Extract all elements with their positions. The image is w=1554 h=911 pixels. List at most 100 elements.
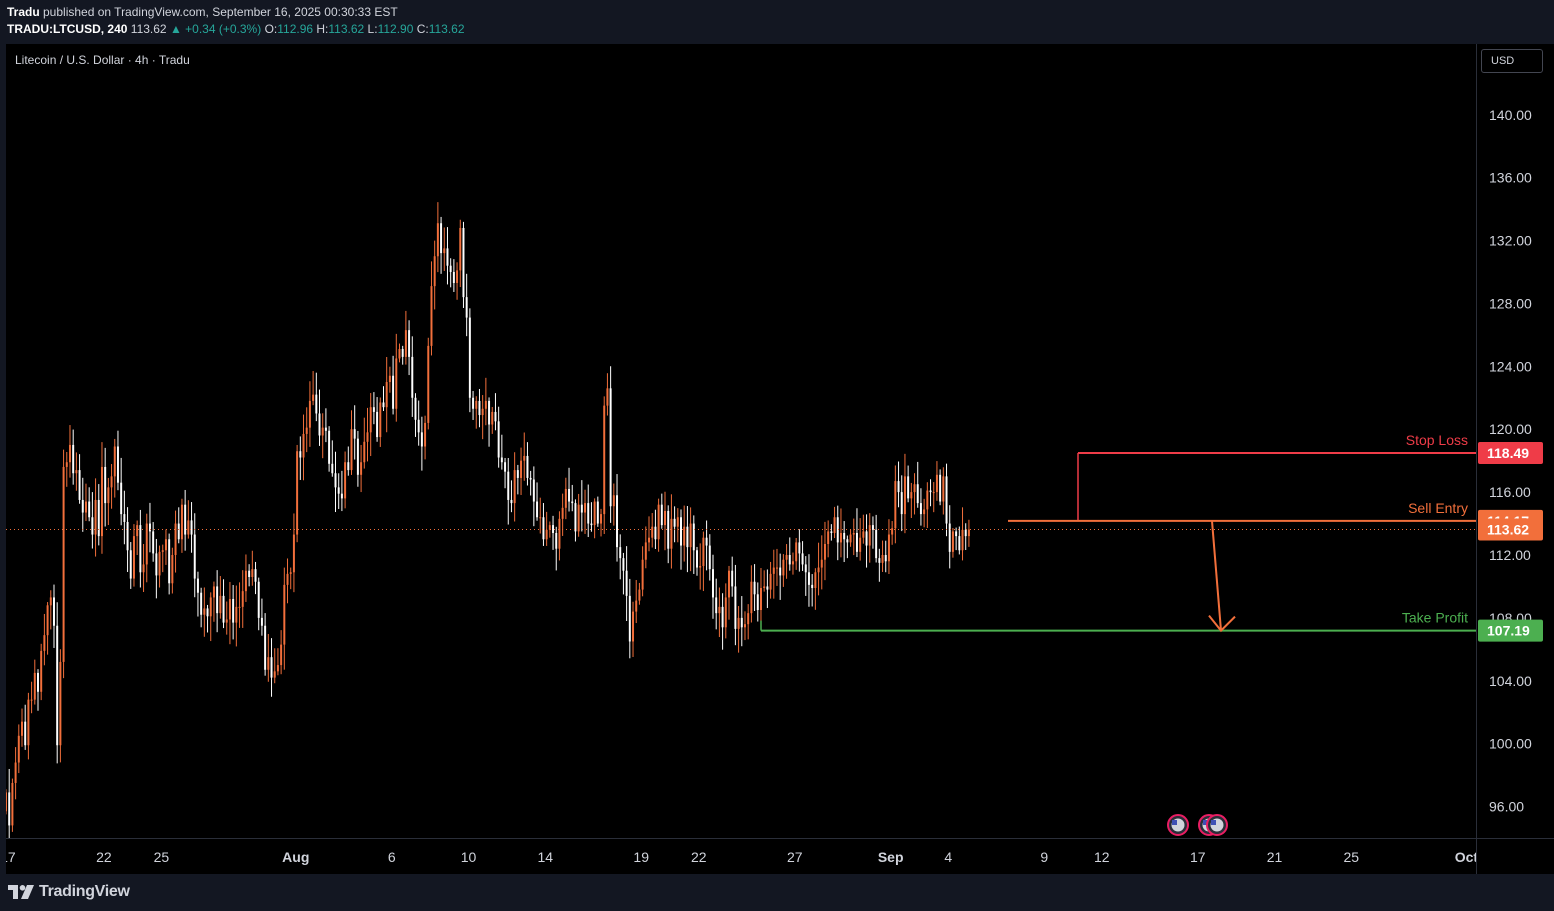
candle-body	[49, 597, 52, 606]
candle-body	[116, 446, 119, 483]
candle-body	[312, 394, 315, 401]
candle-body	[785, 554, 788, 560]
symbol-label: TRADU:LTCUSD, 240	[7, 22, 128, 36]
candle-body	[692, 523, 695, 551]
time-tick-label: 21	[1267, 849, 1283, 865]
candle-body	[24, 721, 27, 746]
candle-body	[17, 735, 20, 763]
candle-body	[65, 462, 68, 467]
candle-body	[724, 597, 727, 628]
candle-body	[472, 397, 475, 409]
trade-arrow-head	[1208, 614, 1236, 633]
candle-body	[395, 358, 398, 409]
candle-body	[56, 625, 59, 746]
candle-body	[520, 460, 523, 478]
candle-body	[113, 446, 116, 477]
time-tick-label: 10	[461, 849, 477, 865]
candle-body	[516, 470, 519, 478]
candle-body	[523, 455, 526, 461]
currency-button[interactable]: USD	[1481, 49, 1543, 73]
candle-body	[577, 504, 580, 532]
candle-body	[923, 509, 926, 515]
candle-body	[584, 503, 587, 513]
candle-body	[871, 525, 874, 530]
candle-body	[638, 589, 641, 601]
candle-body	[696, 550, 698, 568]
candle-body	[267, 657, 270, 670]
candle-body	[232, 599, 235, 623]
candle-body	[859, 537, 862, 552]
price-tick-label: 116.00	[1489, 484, 1531, 500]
candle-body	[8, 792, 11, 826]
candle-body	[180, 504, 183, 540]
candle-body	[769, 573, 772, 590]
candle-body	[254, 569, 257, 582]
candle-body	[193, 534, 196, 579]
candle-body	[161, 550, 164, 552]
time-tick-label: 22	[691, 849, 707, 865]
candle-body	[244, 570, 247, 592]
candle-body	[296, 451, 299, 535]
candle-body	[497, 421, 500, 458]
candle-body	[743, 624, 746, 628]
candle-body	[894, 481, 897, 529]
candle-body	[334, 473, 337, 488]
candle-body	[40, 650, 43, 692]
candle-body	[379, 402, 382, 438]
candle-body	[168, 539, 171, 584]
candle-body	[507, 471, 510, 500]
candle-body	[340, 493, 343, 499]
candle-body	[849, 534, 852, 543]
candle-body	[712, 569, 714, 598]
candle-body	[884, 554, 887, 562]
price-axis-labels: 96.00100.00104.00108.00112.00116.00120.0…	[1478, 107, 1543, 815]
price-axis[interactable]: 96.00 100.00 104.00 108.00 112.00 116.00 120.0…	[1476, 44, 1554, 838]
candle-body	[132, 536, 135, 579]
candle-body	[27, 699, 30, 746]
candle-body	[801, 553, 804, 565]
candle-body	[753, 581, 756, 595]
time-axis[interactable]: 17 22 25 Aug 6 10 14 19 22 27 Sep 4 9 12 17 21 25 Oct	[0, 838, 1478, 874]
candle-body	[961, 529, 964, 551]
candle-body	[657, 504, 660, 540]
candle-body	[699, 565, 702, 568]
candle-body	[673, 518, 676, 527]
candle-body	[504, 462, 507, 472]
candle-body	[670, 518, 673, 549]
candle-body	[967, 529, 970, 537]
candle-body	[823, 543, 826, 560]
candle-body	[328, 430, 331, 464]
candle-body	[142, 564, 145, 573]
candle-body	[804, 564, 807, 573]
candle-body	[539, 517, 542, 519]
candle-body	[619, 547, 622, 559]
candle-body	[862, 531, 865, 538]
candle-body	[552, 525, 555, 533]
candlestick-chart[interactable]: Stop Loss Sell Entry Take Profit	[6, 44, 1476, 838]
candle-body	[360, 462, 363, 475]
candle-body	[910, 492, 913, 499]
candle-body	[913, 484, 916, 493]
candle-body	[676, 517, 679, 527]
candle-body	[648, 537, 651, 543]
candle-body	[385, 382, 388, 408]
candle-body	[212, 586, 215, 598]
candle-body	[401, 349, 404, 357]
candle-body	[120, 482, 123, 515]
candle-body	[510, 499, 513, 504]
candle-body	[680, 517, 682, 546]
candle-body	[651, 526, 654, 538]
candle-body	[881, 554, 884, 563]
candle-body	[260, 617, 263, 626]
candle-body	[174, 523, 177, 555]
event-icon-flag	[1211, 820, 1216, 825]
publisher-name[interactable]: Tradu	[7, 5, 40, 19]
candle-body	[865, 531, 868, 546]
candle-body	[216, 586, 219, 614]
candle-body	[308, 400, 311, 428]
chart-pane[interactable]: Stop Loss Sell Entry Take Profit	[6, 44, 1476, 838]
candle-body	[683, 526, 686, 546]
tradingview-logo[interactable]: TradingView	[8, 883, 130, 901]
axis-corner	[1476, 838, 1554, 874]
candle-body	[596, 501, 599, 524]
